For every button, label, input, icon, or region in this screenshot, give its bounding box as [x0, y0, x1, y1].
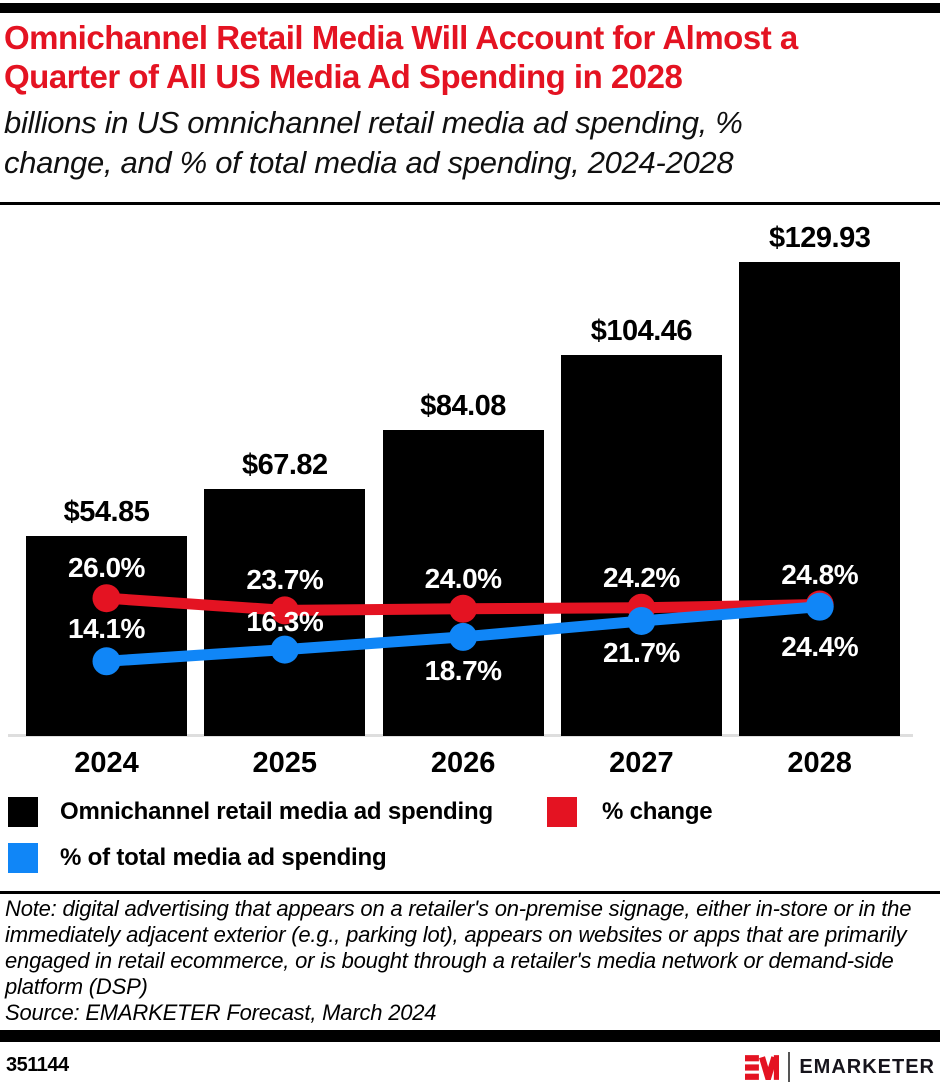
pct-total-point — [627, 606, 656, 635]
legend-label-bar: Omnichannel retail media ad spending — [60, 798, 493, 825]
pct-total-point — [270, 635, 299, 664]
bar-value-label: $54.85 — [63, 496, 150, 529]
chart-title: Omnichannel Retail Media Will Account fo… — [4, 18, 938, 96]
x-axis-label: 2024 — [74, 747, 139, 779]
pct-change-label: 23.7% — [246, 564, 324, 596]
chart-title-line-2: Quarter of All US Media Ad Spending in 2… — [4, 58, 683, 95]
pct-total-label: 24.4% — [781, 630, 859, 662]
pct-change-point — [92, 584, 121, 613]
legend-swatch-pct-total — [8, 843, 38, 873]
pct-change-label: 26.0% — [68, 552, 145, 584]
pct-change-point — [270, 596, 299, 625]
legend-swatch-bar — [8, 797, 38, 827]
legend-label-pct-change: % change — [602, 798, 713, 825]
pct-change-label: 24.2% — [602, 561, 680, 593]
bar-2026 — [382, 429, 544, 736]
chart-id: 351144 — [6, 1054, 69, 1076]
bar-2024 — [26, 536, 187, 736]
chart-title-line-1: Omnichannel Retail Media Will Account fo… — [4, 19, 798, 56]
legend-swatch-pct-change — [547, 797, 577, 827]
top-accent-bar — [0, 3, 940, 13]
pct-change-label: 24.0% — [424, 562, 502, 594]
pct-change-point — [449, 594, 478, 623]
pct-total-label: 21.7% — [602, 636, 680, 668]
bar-2028 — [739, 262, 901, 736]
footer-accent-bar — [0, 1030, 940, 1042]
header-divider — [0, 202, 940, 205]
pct-change-label: 24.8% — [781, 558, 859, 590]
note-block: Note: digital advertising that appears o… — [5, 896, 938, 1026]
x-axis-label: 2028 — [787, 747, 852, 779]
legend-label-pct-total: % of total media ad spending — [60, 844, 387, 871]
source-text: Source: EMARKETER Forecast, March 2024 — [5, 1000, 437, 1025]
note-text: Note: digital advertising that appears o… — [5, 896, 912, 999]
pct-total-label: 18.7% — [424, 654, 502, 686]
pct-total-point — [92, 647, 121, 676]
chart-subtitle-line-1: billions in US omnichannel retail media … — [4, 105, 743, 140]
chart-subtitle-line-2: change, and % of total media ad spending… — [4, 145, 734, 180]
bar-value-label: $104.46 — [590, 315, 693, 348]
bar-2027 — [560, 355, 722, 736]
brand-name: EMARKETER — [799, 1055, 935, 1078]
logo-divider — [788, 1052, 791, 1082]
chart-subtitle: billions in US omnichannel retail media … — [4, 103, 938, 183]
emarketer-logo: EMARKETER — [745, 1052, 935, 1082]
pct-total-point — [805, 592, 834, 621]
pct-total-label: 14.1% — [68, 613, 145, 645]
x-axis-label: 2027 — [609, 747, 674, 779]
note-divider — [0, 891, 940, 894]
bar-value-label: $67.82 — [241, 448, 328, 481]
pct-total-label: 16.3% — [246, 605, 324, 637]
x-axis-label: 2025 — [252, 747, 318, 779]
em-logo-icon — [745, 1054, 780, 1080]
bar-value-label: $129.93 — [769, 222, 871, 255]
bar-value-label: $84.08 — [420, 389, 506, 422]
x-axis-label: 2026 — [430, 747, 496, 779]
pct-total-point — [449, 622, 478, 651]
